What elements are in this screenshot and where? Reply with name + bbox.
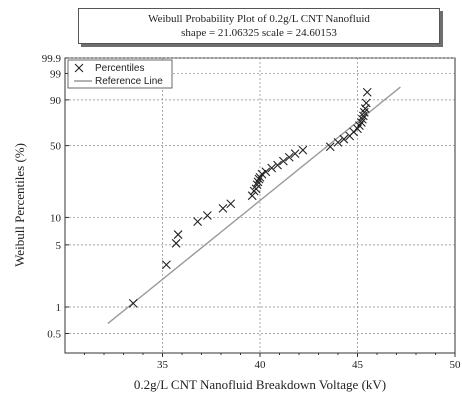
legend-label-reference-line: Reference Line xyxy=(95,76,163,87)
y-axis-label: Weibull Percentiles (%) xyxy=(12,143,27,267)
percentile-point xyxy=(257,169,267,179)
percentile-point xyxy=(358,111,368,121)
percentile-point xyxy=(171,238,181,248)
percentile-point xyxy=(253,177,263,187)
percentile-point xyxy=(298,145,308,155)
percentile-point xyxy=(357,118,366,127)
y-tick-label: 50 xyxy=(50,141,62,153)
percentile-point xyxy=(267,163,277,173)
percentile-point xyxy=(290,149,300,159)
y-tick-label: 5 xyxy=(56,240,62,252)
legend: Percentiles Reference Line xyxy=(67,59,173,89)
x-tick-label: 50 xyxy=(450,359,462,371)
percentile-point xyxy=(173,230,183,239)
y-tick-label: 90 xyxy=(50,95,62,107)
legend-label-percentiles: Percentiles xyxy=(95,63,144,74)
percentile-point xyxy=(339,134,349,144)
percentile-point xyxy=(333,137,343,147)
y-tick-label: 10 xyxy=(50,212,62,224)
y-tick-label: 1 xyxy=(56,302,62,314)
x-tick-label: 35 xyxy=(157,359,169,371)
percentile-point xyxy=(226,199,236,209)
percentile-point xyxy=(273,160,282,170)
percentile-point xyxy=(362,87,372,97)
percentile-point xyxy=(128,298,138,308)
y-tick-label: 99 xyxy=(50,68,62,80)
grid-lines xyxy=(65,57,455,353)
x-tick-label: 40 xyxy=(255,359,267,371)
percentile-point xyxy=(261,167,271,177)
reference-line xyxy=(107,86,401,325)
x-axis-label: 0.2g/L CNT Nanofluid Breakdown Voltage (… xyxy=(134,377,386,392)
chart-title: Weibull Probability Plot of 0.2g/L CNT N… xyxy=(148,13,370,25)
percentile-points xyxy=(128,87,372,308)
percentile-point xyxy=(325,142,335,152)
percentile-point xyxy=(162,260,171,270)
percentile-point xyxy=(193,217,202,227)
percentile-point xyxy=(279,156,288,166)
percentile-point xyxy=(357,114,367,124)
percentile-point xyxy=(252,180,262,190)
legend-marker-percentiles xyxy=(74,63,84,73)
legend-box xyxy=(67,59,173,89)
x-tick-label: 45 xyxy=(352,359,364,371)
chart-subtitle: shape = 21.06325 scale = 24.60153 xyxy=(181,27,337,39)
percentile-point xyxy=(218,204,228,213)
percentile-point xyxy=(284,152,294,162)
y-tick-label: 99.9 xyxy=(42,53,62,65)
percentile-point xyxy=(247,191,257,201)
chart-title-box: Weibull Probability Plot of 0.2g/L CNT N… xyxy=(78,8,440,44)
axis-ticks: 99.9 99 90 50 10 5 1 0.5 35 40 45 50 xyxy=(42,53,461,371)
percentile-point xyxy=(361,98,371,108)
y-tick-label: 0.5 xyxy=(47,328,61,340)
percentile-point xyxy=(202,211,212,220)
